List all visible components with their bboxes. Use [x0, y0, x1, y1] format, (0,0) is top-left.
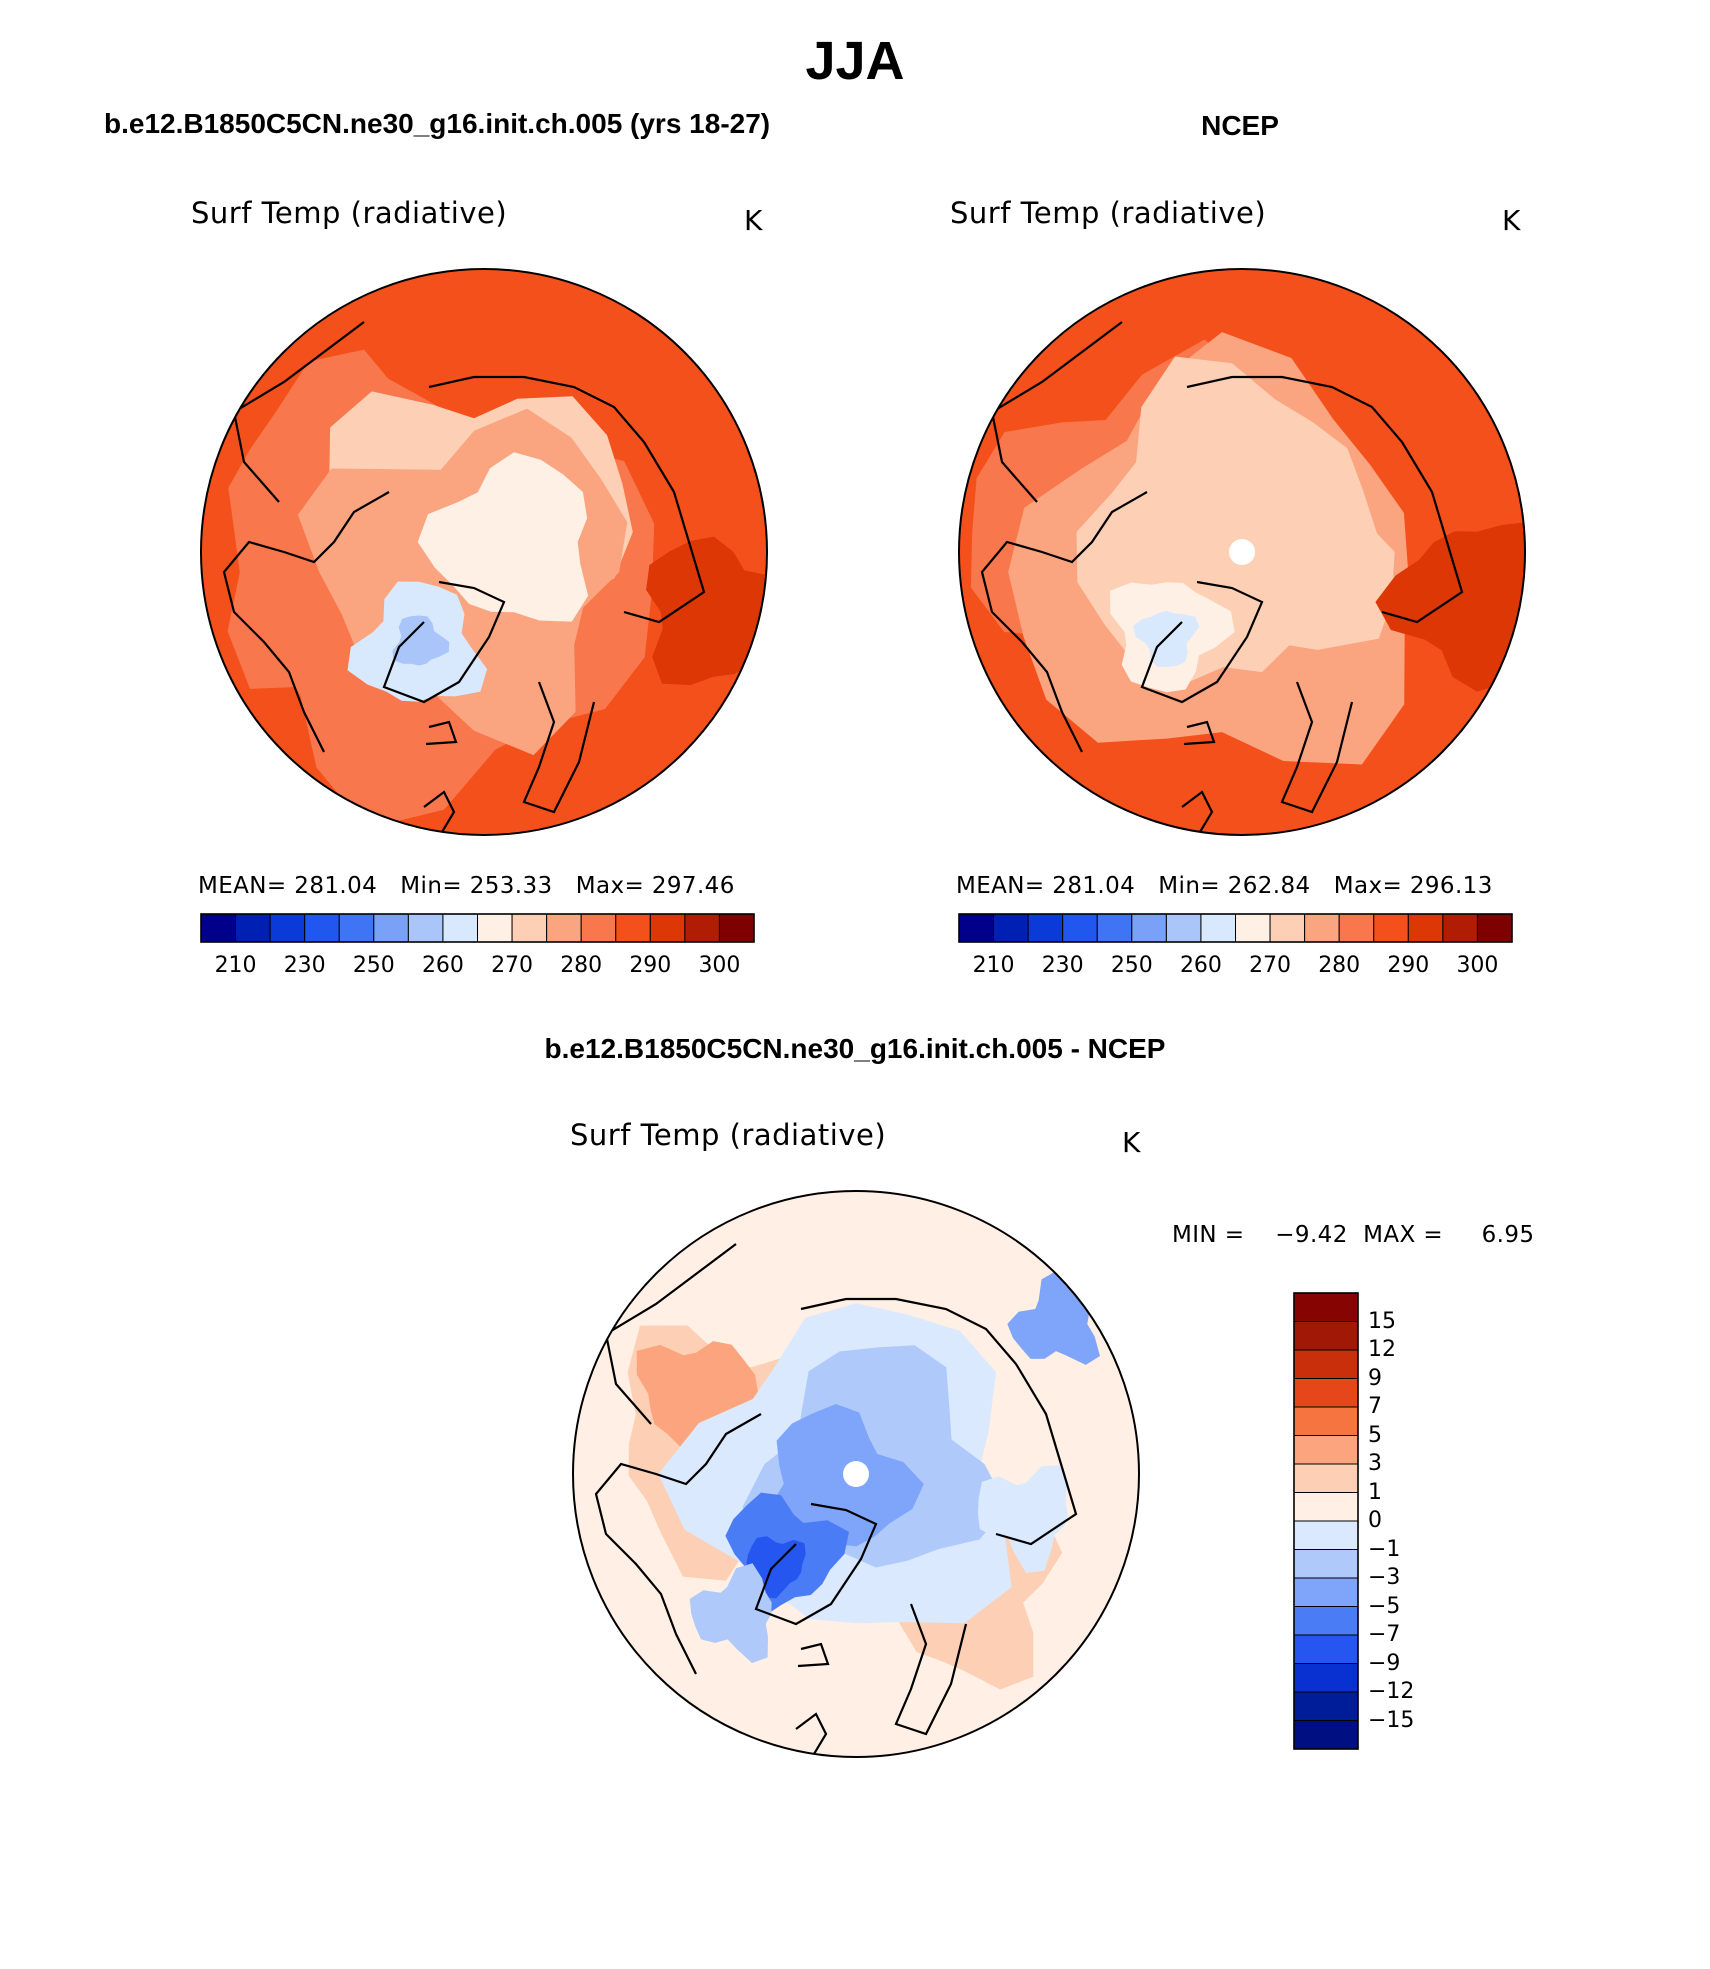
colorbar-tick-label: 280 [560, 953, 603, 978]
colorbar-tick-label: 250 [352, 953, 395, 978]
colorbar-tick-label: −1 [1368, 1536, 1401, 1562]
colorbar-tick-label: 260 [421, 953, 464, 978]
ncep-panel-title: NCEP [1201, 110, 1279, 141]
colorbar-tick-label: 300 [1456, 953, 1499, 978]
model-stats-line: MEAN= 281.04 Min= 253.33 Max= 297.46 [198, 873, 735, 899]
colorbar-tick-label: 270 [1249, 953, 1292, 978]
colorbar-tick-label: −15 [1368, 1707, 1415, 1733]
colorbar-tick-label: 230 [283, 953, 326, 978]
colorbar-tick-label: 280 [1318, 953, 1361, 978]
difference-variable-label: Surf Temp (radiative) [570, 1118, 887, 1152]
colorbar-tick-label: −7 [1368, 1622, 1401, 1647]
ncep-stats-line: MEAN= 281.04 Min= 262.84 Max= 296.13 [956, 873, 1493, 899]
colorbar-tick-label: 210 [214, 953, 257, 978]
colorbar-tick-label: 270 [491, 953, 534, 978]
ncep-variable-label: Surf Temp (radiative) [950, 196, 1267, 230]
colorbar-tick-label: 0 [1368, 1508, 1382, 1533]
colorbar-tick-label: 300 [698, 953, 741, 978]
colorbar-tick-label: 290 [629, 953, 672, 978]
colorbar-tick-label: 290 [1387, 953, 1430, 978]
figure-title: JJA [805, 31, 905, 91]
colorbar-tick-label: −9 [1368, 1650, 1401, 1676]
colorbar-tick-label: 5 [1368, 1422, 1382, 1448]
difference-units-label: K [1122, 1126, 1141, 1159]
colorbar-tick-label: 1 [1368, 1479, 1382, 1505]
difference-min-max-line: MIN = −9.42 MAX = 6.95 [1172, 1222, 1535, 1248]
model-variable-label: Surf Temp (radiative) [191, 196, 508, 230]
colorbar-tick-label: −5 [1368, 1593, 1401, 1619]
colorbar-tick-label: 210 [972, 953, 1015, 978]
colorbar-tick-label: 3 [1368, 1451, 1382, 1476]
colorbar-tick-label: 7 [1368, 1394, 1382, 1419]
colorbar-tick-label: −3 [1368, 1565, 1401, 1590]
colorbar-tick-label: 260 [1179, 953, 1222, 978]
colorbar-tick-label: 9 [1368, 1365, 1382, 1391]
colorbar-tick-label: 12 [1368, 1337, 1396, 1362]
colorbar-tick-label: 230 [1041, 953, 1084, 978]
model-panel-title: b.e12.B1850C5CN.ne30_g16.init.ch.005 (yr… [104, 108, 771, 139]
colorbar-tick-label: 250 [1110, 953, 1153, 978]
ncep-units-label: K [1502, 204, 1521, 237]
difference-panel-title: b.e12.B1850C5CN.ne30_g16.init.ch.005 - N… [544, 1033, 1166, 1064]
model-units-label: K [744, 204, 763, 237]
colorbar-tick-label: 15 [1368, 1308, 1396, 1334]
colorbar-tick-label: −12 [1368, 1679, 1415, 1704]
